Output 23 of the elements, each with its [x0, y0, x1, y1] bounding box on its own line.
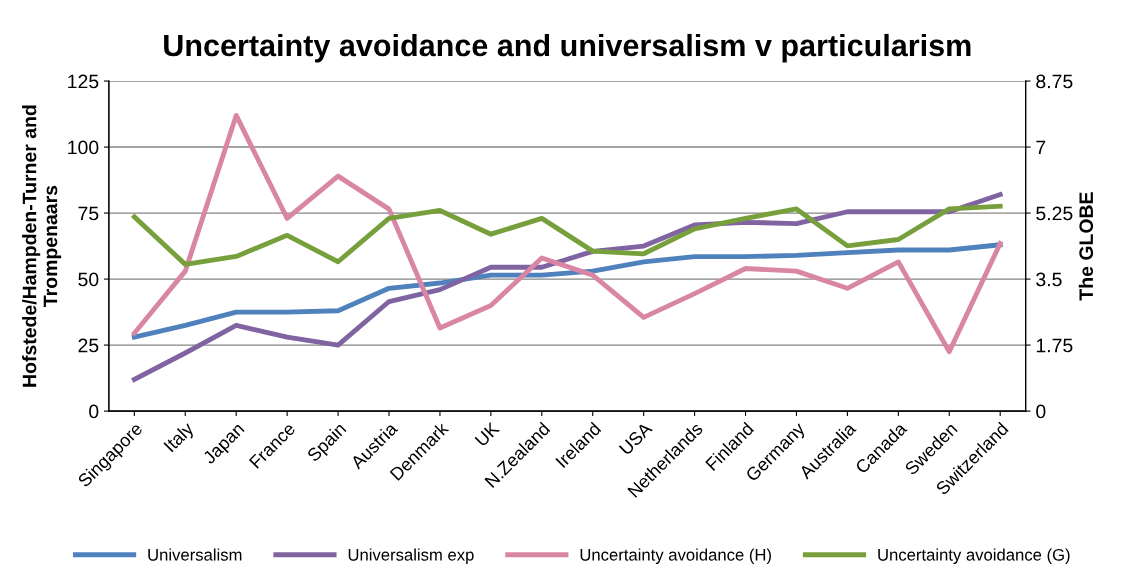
line-series — [131, 242, 1003, 340]
y-tick-label: 25 — [78, 338, 99, 353]
legend-label: Universalism exp — [348, 548, 474, 564]
line-series — [131, 112, 1003, 355]
y-tick-label: 125 — [68, 74, 99, 89]
y-tick-label: 75 — [78, 206, 99, 221]
y2-tick-label: 3.5 — [1036, 272, 1062, 287]
legend-label: Universalism — [148, 548, 242, 561]
y2-tick-label: 8.75 — [1036, 74, 1073, 89]
y-tick-label: 0 — [89, 404, 99, 419]
line-series — [131, 203, 1003, 267]
chart-title: Uncertainty avoidance and universalism v particularism — [164, 33, 971, 63]
y-axis-title: Hofstede/Hampden-Turner and Trompenaars — [22, 105, 62, 387]
legend-label: Uncertainty avoidance (G) — [878, 548, 1070, 564]
y-tick-label: 100 — [68, 140, 99, 155]
y-tick-label: 50 — [78, 272, 99, 287]
x-tick-label: Italy — [163, 420, 198, 455]
y2-tick-label: 1.75 — [1036, 338, 1073, 353]
y2-tick-label: 7 — [1036, 140, 1046, 155]
legend-label: Uncertainty avoidance (H) — [580, 548, 771, 564]
y2-tick-label: 5.25 — [1036, 206, 1073, 221]
y2-tick-label: 0 — [1036, 404, 1046, 419]
y2-axis-title: The GLOBE — [1078, 192, 1094, 301]
